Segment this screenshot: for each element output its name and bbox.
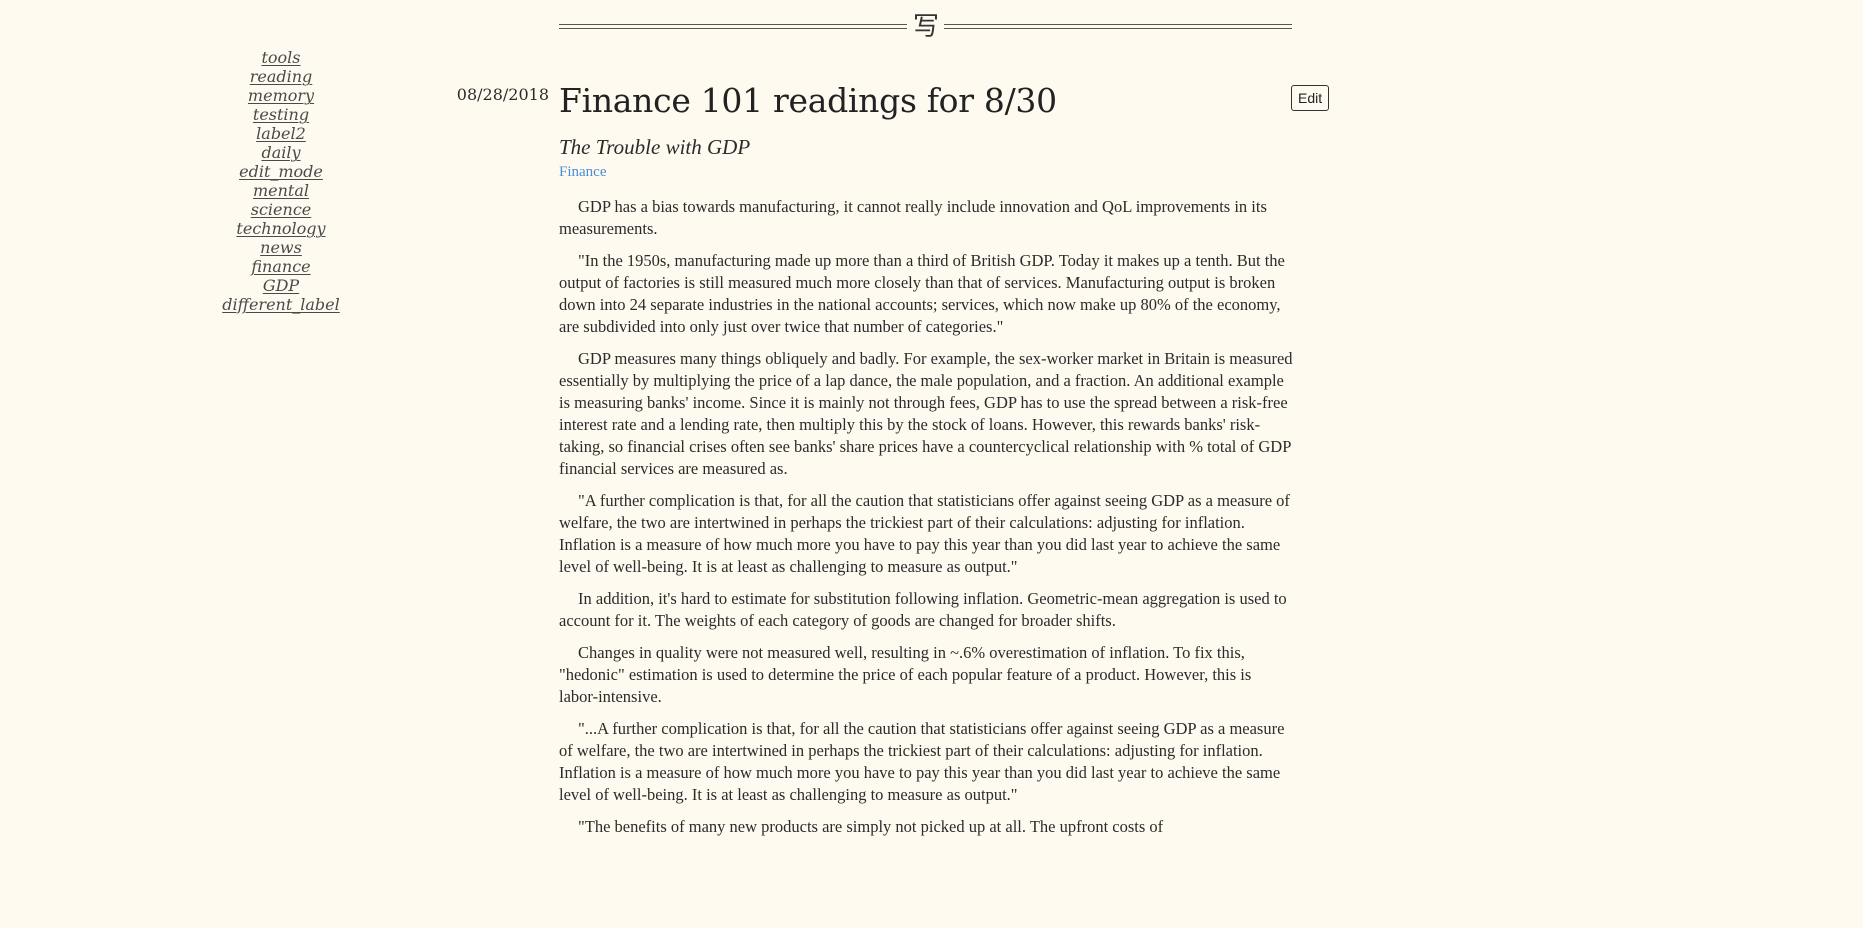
sidebar-item-finance[interactable]: finance: [251, 257, 311, 276]
post-paragraph: "...A further complication is that, for …: [559, 719, 1285, 804]
post-article: Finance 101 readings for 8/30 The Troubl…: [559, 80, 1294, 848]
sidebar-item-different-label[interactable]: different_label: [222, 295, 340, 314]
post-paragraph: "The benefits of many new products are s…: [578, 817, 1164, 836]
sidebar-item-edit-mode[interactable]: edit_mode: [239, 162, 323, 181]
sidebar-label-nav: tools reading memory testing label2 dail…: [200, 48, 362, 314]
sidebar-item-technology[interactable]: technology: [236, 219, 326, 238]
post-date: 08/28/2018: [456, 85, 549, 104]
sidebar-item-memory[interactable]: memory: [247, 86, 315, 105]
post-paragraph: Changes in quality were not measured wel…: [559, 643, 1252, 706]
sidebar-item-tools[interactable]: tools: [261, 48, 301, 67]
sidebar-item-daily[interactable]: daily: [261, 143, 301, 162]
header-rule-right: [944, 24, 1292, 29]
post-subtitle: The Trouble with GDP: [559, 135, 751, 159]
post-paragraph: GDP has a bias towards manufacturing, it…: [559, 197, 1267, 238]
post-paragraph: In addition, it's hard to estimate for s…: [559, 589, 1287, 630]
post-tag-link[interactable]: Finance: [559, 164, 607, 180]
post-paragraph: "A further complication is that, for all…: [559, 491, 1290, 576]
header-rule-left: [559, 24, 907, 29]
header-logo-glyph: 写: [912, 12, 939, 42]
post-body: GDP has a bias towards manufacturing, it…: [559, 196, 1294, 838]
sidebar-item-mental[interactable]: mental: [252, 181, 310, 200]
sidebar-item-news[interactable]: news: [260, 238, 302, 257]
sidebar-item-science[interactable]: science: [250, 200, 312, 219]
edit-button[interactable]: Edit: [1291, 85, 1330, 111]
sidebar-item-reading[interactable]: reading: [249, 67, 313, 86]
sidebar-item-testing[interactable]: testing: [252, 105, 310, 124]
post-title: Finance 101 readings for 8/30: [559, 81, 1057, 120]
post-paragraph: GDP measures many things obliquely and b…: [559, 349, 1293, 478]
sidebar-item-gdp[interactable]: GDP: [262, 276, 300, 295]
header-divider: 写: [559, 12, 1292, 48]
post-paragraph: "In the 1950s, manufacturing made up mor…: [559, 251, 1285, 336]
sidebar-item-label2[interactable]: label2: [256, 124, 306, 143]
